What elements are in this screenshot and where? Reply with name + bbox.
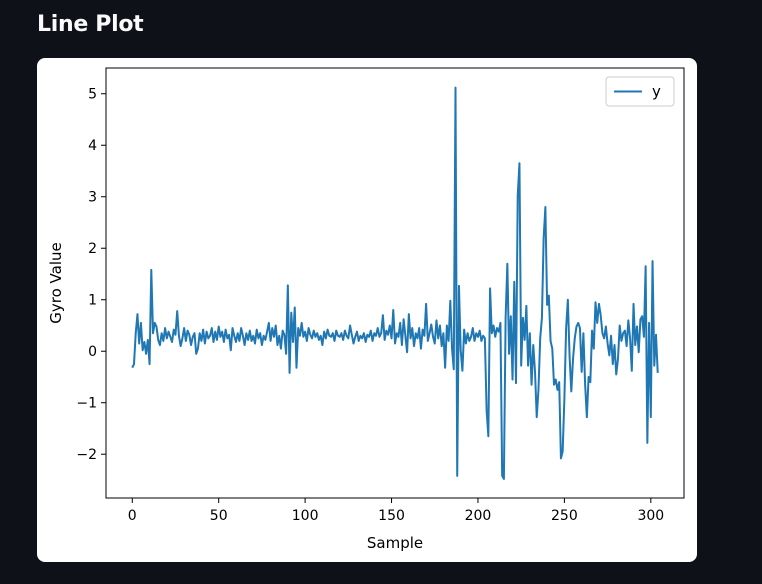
x-axis-label: Sample	[367, 534, 423, 552]
x-tick-label: 50	[210, 508, 228, 524]
legend-entry-label: y	[652, 83, 661, 101]
y-tick-label: 4	[88, 138, 97, 154]
y-tick-label: 3	[88, 190, 97, 206]
x-tick-label: 100	[292, 508, 319, 524]
x-tick-label: 250	[551, 508, 578, 524]
x-tick-label: 300	[637, 508, 664, 524]
x-tick-label: 0	[128, 508, 137, 524]
y-axis-label: Gyro Value	[47, 242, 65, 323]
axes-frame	[105, 67, 685, 499]
chart-card: 0 50 100 150 200 250 300 −2 −1 0 1 2 3 4 5 Sample Gyr…	[37, 58, 697, 562]
line-chart: 0 50 100 150 200 250 300 −2 −1 0 1 2 3 4 5 Sample Gyr…	[47, 67, 685, 552]
page-title: Line Plot	[37, 12, 144, 37]
y-tick-label: −2	[76, 447, 97, 463]
y-tick-label: 2	[88, 241, 97, 257]
x-tick-label: 200	[465, 508, 492, 524]
plot-area	[105, 67, 685, 499]
y-tick-label: 5	[88, 87, 97, 103]
y-tick-label: −1	[76, 396, 97, 412]
y-tick-label: 1	[88, 293, 97, 309]
x-tick-label: 150	[378, 508, 405, 524]
legend: y	[605, 76, 675, 107]
y-tick-label: 0	[88, 344, 97, 360]
series-line-y	[131, 86, 659, 480]
x-axis: 0 50 100 150 200 250 300	[128, 498, 664, 524]
y-axis: −2 −1 0 1 2 3 4 5	[76, 87, 106, 463]
